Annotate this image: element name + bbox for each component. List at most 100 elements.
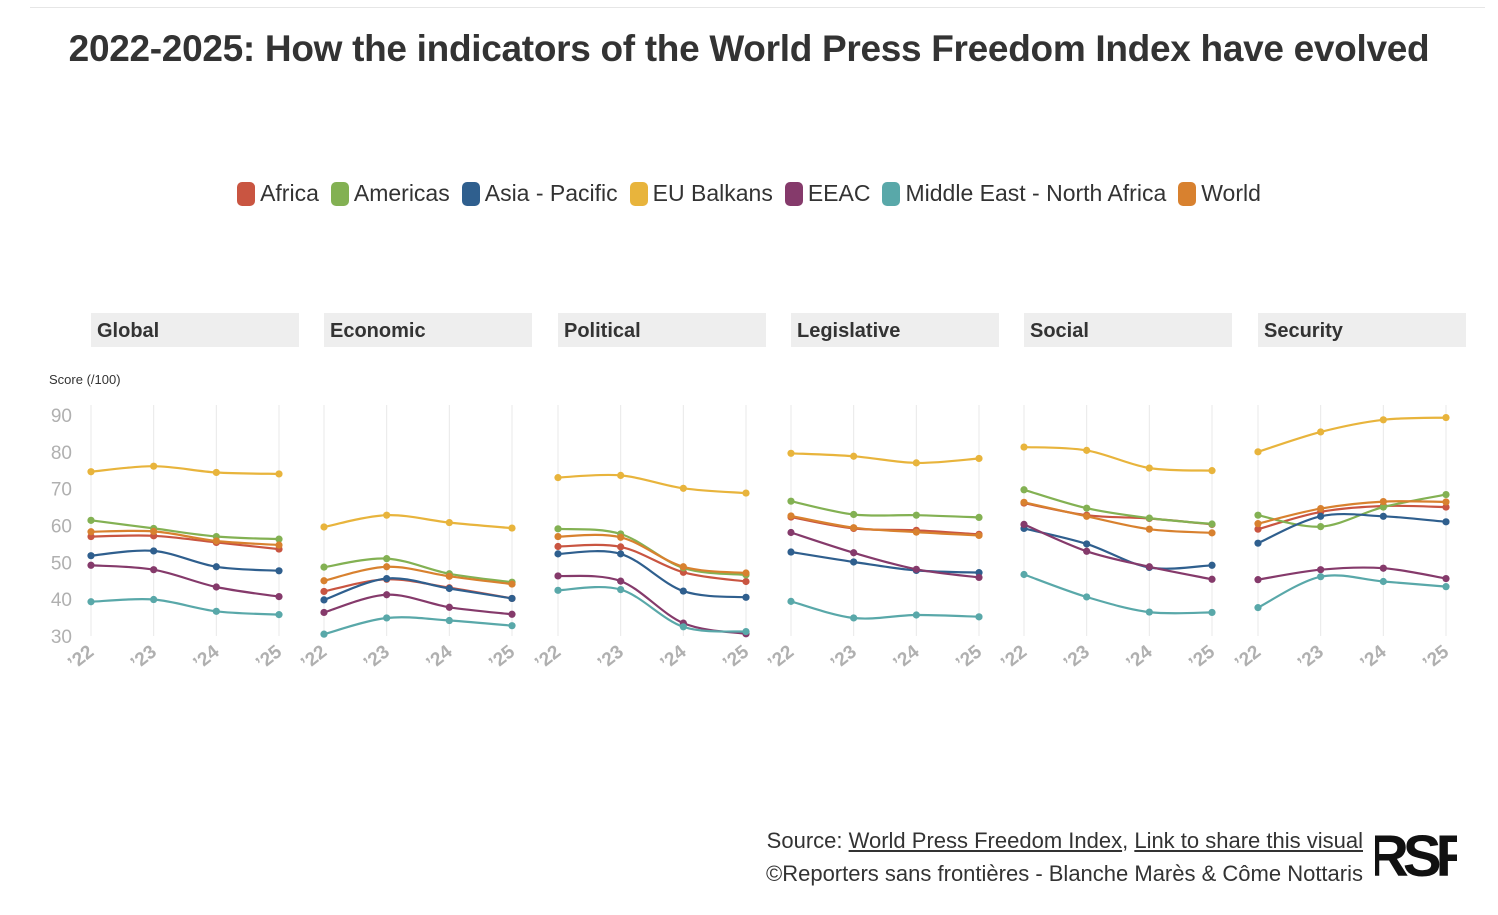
legend-item-world[interactable]: World bbox=[1178, 180, 1261, 207]
data-point bbox=[742, 593, 750, 601]
data-point bbox=[554, 474, 562, 482]
legend: Africa Americas Asia - Pacific EU Balkans EE… bbox=[0, 180, 1498, 212]
series-line-world bbox=[90, 529, 280, 547]
series-line-eu-balkans bbox=[90, 465, 280, 475]
data-point bbox=[1442, 503, 1450, 511]
data-point bbox=[1208, 561, 1216, 569]
data-point bbox=[1254, 525, 1262, 533]
legend-swatch bbox=[330, 181, 349, 206]
x-tick-label: ’24 bbox=[423, 641, 457, 674]
series-line-eeac bbox=[1023, 523, 1213, 581]
series-line-africa bbox=[557, 543, 747, 583]
data-point bbox=[1254, 604, 1262, 612]
data-point bbox=[1379, 503, 1387, 511]
y-tick-label: 50 bbox=[51, 553, 72, 574]
x-tick-label: ’25 bbox=[719, 641, 753, 674]
data-point bbox=[1317, 428, 1325, 436]
legend-swatch bbox=[629, 181, 648, 206]
y-tick-label: 60 bbox=[51, 517, 72, 538]
series-line-americas bbox=[323, 557, 513, 584]
data-point bbox=[1254, 576, 1262, 584]
legend-item-eu-balkans[interactable]: EU Balkans bbox=[629, 180, 773, 207]
data-point bbox=[1379, 416, 1387, 424]
legend-item-eeac[interactable]: EEAC bbox=[784, 180, 871, 207]
data-point bbox=[87, 598, 95, 606]
data-point bbox=[212, 537, 220, 545]
data-point bbox=[617, 543, 625, 551]
panel-header-bg bbox=[1258, 313, 1466, 347]
x-tick-label: ’23 bbox=[594, 641, 628, 674]
rsf-logo: RSF bbox=[1375, 824, 1457, 882]
panel-title: Social bbox=[1030, 320, 1089, 342]
data-point bbox=[617, 577, 625, 585]
data-point bbox=[87, 528, 95, 536]
data-point bbox=[150, 547, 158, 555]
legend-label: World bbox=[1201, 180, 1261, 206]
data-point bbox=[912, 611, 920, 619]
data-point bbox=[150, 462, 158, 470]
data-point bbox=[445, 603, 453, 611]
series-line-middle-east-north-africa bbox=[90, 598, 280, 616]
data-point bbox=[975, 573, 983, 582]
data-point bbox=[275, 592, 283, 601]
data-point bbox=[1442, 413, 1450, 422]
x-tick-label: ’25 bbox=[952, 641, 986, 674]
data-point bbox=[1020, 443, 1028, 451]
series-line-eeac bbox=[790, 531, 980, 579]
series-line-asia-pacific bbox=[323, 577, 513, 601]
data-point bbox=[1442, 518, 1450, 526]
legend-item-americas[interactable]: Americas bbox=[330, 180, 450, 207]
data-point bbox=[1145, 514, 1153, 522]
series-line-americas bbox=[1257, 493, 1447, 528]
data-point bbox=[1442, 583, 1450, 591]
data-point bbox=[742, 627, 750, 636]
data-point bbox=[1020, 486, 1028, 494]
x-tick-label: ’22 bbox=[1231, 641, 1265, 674]
series-line-americas bbox=[790, 500, 980, 519]
legend-label: Asia - Pacific bbox=[484, 180, 618, 206]
legend-item-africa[interactable]: Africa bbox=[237, 180, 319, 207]
data-point bbox=[1254, 511, 1262, 519]
legend-label: EU Balkans bbox=[652, 180, 773, 206]
data-point bbox=[275, 470, 283, 478]
data-point bbox=[275, 611, 283, 619]
data-point bbox=[1083, 512, 1091, 520]
series-line-eeac bbox=[557, 574, 747, 635]
data-point bbox=[383, 555, 391, 563]
x-tick-label: ’23 bbox=[127, 641, 161, 674]
data-point bbox=[1208, 520, 1216, 528]
data-point bbox=[975, 454, 983, 463]
data-point bbox=[445, 584, 453, 593]
series-line-middle-east-north-africa bbox=[1023, 573, 1213, 615]
series-line-middle-east-north-africa bbox=[790, 600, 980, 620]
data-point bbox=[554, 572, 562, 580]
data-point bbox=[742, 569, 750, 577]
share-link[interactable]: Link to share this visual bbox=[1134, 828, 1363, 853]
x-tick-label: ’24 bbox=[1357, 641, 1391, 674]
series-line-eeac bbox=[323, 593, 513, 616]
legend-item-middle-east-north-africa[interactable]: Middle East - North Africa bbox=[882, 180, 1166, 207]
data-point bbox=[1208, 467, 1216, 475]
data-point bbox=[320, 577, 328, 585]
x-tick-label: ’23 bbox=[360, 641, 394, 674]
source-link[interactable]: World Press Freedom Index bbox=[848, 828, 1123, 853]
data-point bbox=[508, 610, 516, 618]
data-point bbox=[679, 623, 687, 631]
x-tick-label: ’25 bbox=[1419, 641, 1453, 674]
series-line-eu-balkans bbox=[790, 452, 980, 465]
panel-title: Global bbox=[97, 320, 159, 342]
x-tick-label: ’22 bbox=[997, 641, 1031, 674]
legend-label: Africa bbox=[260, 180, 319, 206]
data-point bbox=[1208, 529, 1216, 537]
legend-item-asia-pacific[interactable]: Asia - Pacific bbox=[461, 180, 618, 207]
data-point bbox=[275, 535, 283, 543]
data-point bbox=[1083, 504, 1091, 512]
data-point bbox=[445, 518, 453, 527]
data-point bbox=[1317, 523, 1325, 531]
data-point bbox=[508, 622, 516, 630]
legend-label: EEAC bbox=[807, 180, 871, 206]
x-tick-label: ’25 bbox=[1185, 641, 1219, 674]
data-point bbox=[383, 511, 391, 519]
source-prefix: Source: bbox=[766, 828, 849, 853]
series-line-africa bbox=[90, 534, 280, 551]
